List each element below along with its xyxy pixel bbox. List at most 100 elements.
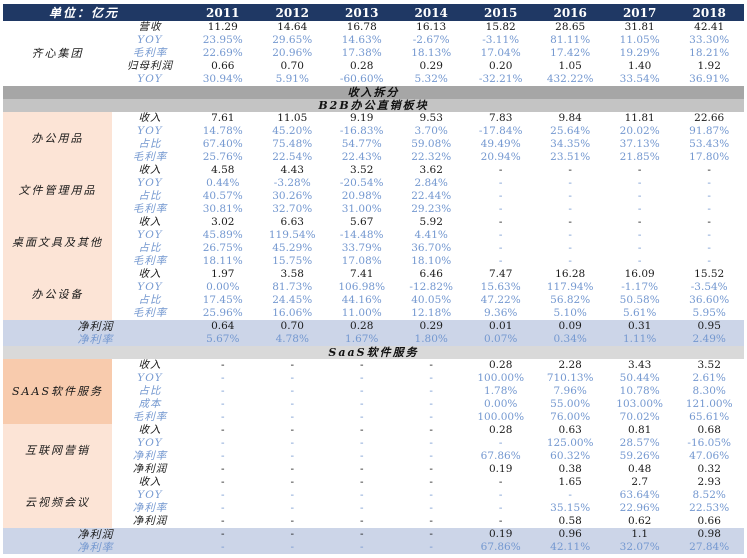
row-label: 毛利率 <box>132 47 168 59</box>
value-cell: 55.00% <box>550 398 591 410</box>
row-label: YOY <box>137 73 163 85</box>
value-cell: 17.38% <box>341 47 382 59</box>
value-cell: 5.61% <box>622 307 657 319</box>
row-label: 收入 <box>138 359 162 371</box>
value-cell: - <box>568 489 572 501</box>
value-cell: - <box>359 515 364 527</box>
value-cell: - <box>568 203 572 215</box>
value-cell: 33.79% <box>341 242 382 254</box>
value-cell: 22.96% <box>619 502 660 514</box>
value-cell: -1.17% <box>621 281 659 293</box>
value-cell: 53.43% <box>689 138 730 150</box>
value-cell: - <box>359 476 364 488</box>
unit-label: 单位：亿元 <box>49 6 120 20</box>
year-header: 2013 <box>345 5 379 20</box>
value-cell: - <box>290 515 295 527</box>
value-cell: 20.96% <box>272 47 313 59</box>
value-cell: 49.49% <box>480 138 521 150</box>
value-cell: 0.98 <box>697 528 721 540</box>
value-cell: 5.95% <box>692 307 726 319</box>
value-cell: 125.00% <box>546 437 594 449</box>
value-cell: - <box>707 216 711 228</box>
value-cell: - <box>220 398 225 410</box>
value-cell: - <box>220 541 225 553</box>
value-cell: 3.52 <box>697 359 721 371</box>
value-cell: - <box>220 359 225 371</box>
value-cell: -17.84% <box>478 125 523 137</box>
value-cell: 3.52 <box>350 164 374 176</box>
row-label: 毛利率 <box>132 255 168 267</box>
value-cell: 34.35% <box>550 138 591 150</box>
section-band-label: 收入拆分 <box>3 86 744 99</box>
year-header: 2016 <box>553 5 587 20</box>
row-label: 收入 <box>138 112 162 124</box>
group-label: 云视频会议 <box>3 476 112 528</box>
value-cell: - <box>220 528 225 540</box>
row-label: YOY <box>137 177 163 189</box>
value-cell: - <box>498 476 503 488</box>
value-cell: 70.02% <box>619 411 660 423</box>
row-label: YOY <box>137 125 163 137</box>
value-cell: - <box>637 242 642 254</box>
value-cell: 0.44% <box>206 177 240 189</box>
value-cell: - <box>359 528 364 540</box>
value-cell: 3.70% <box>414 125 448 137</box>
value-cell: 2.84% <box>414 177 448 189</box>
value-cell: - <box>498 229 503 241</box>
value-cell: 16.13 <box>416 21 447 33</box>
value-cell: 3.02 <box>211 216 235 228</box>
value-cell: 18.11% <box>202 255 243 267</box>
value-cell: -20.54% <box>339 177 384 189</box>
value-cell: 25.96% <box>202 307 243 319</box>
value-cell: 0.70 <box>280 60 304 72</box>
value-cell: - <box>359 502 364 514</box>
row-label: 净利率 <box>132 502 168 514</box>
value-cell: 47.22% <box>480 294 521 306</box>
row-label: 收入 <box>138 424 162 436</box>
value-cell: 31.81 <box>624 21 655 33</box>
value-cell: 0.34% <box>553 333 587 345</box>
row-label: 毛利率 <box>132 151 168 163</box>
value-cell: 42.41 <box>694 21 725 33</box>
row-label: 毛利率 <box>132 307 168 319</box>
value-cell: 1.92 <box>697 60 721 72</box>
value-cell: - <box>220 411 225 423</box>
value-cell: 103.00% <box>616 398 664 410</box>
value-cell: 33.30% <box>689 34 730 46</box>
value-cell: 40.57% <box>202 190 243 202</box>
value-cell: 42.11% <box>550 541 591 553</box>
row-label: 净利润 <box>132 463 168 475</box>
value-cell: 0.28 <box>489 359 513 371</box>
value-cell: -3.28% <box>273 177 311 189</box>
value-cell: 2.93 <box>697 476 721 488</box>
value-cell: 7.61 <box>211 112 235 124</box>
value-cell: 9.36% <box>484 307 518 319</box>
row-label: 收入 <box>138 268 162 280</box>
table-header: 单位：亿元 2011 2012 2013 2014 2015 2016 2017 2018 <box>3 4 744 21</box>
value-cell: - <box>220 437 225 449</box>
value-cell: 5.67 <box>350 216 374 228</box>
value-cell: 7.96% <box>553 385 587 397</box>
group-label: 互联网营销 <box>3 424 112 476</box>
value-cell: - <box>429 398 433 410</box>
value-cell: - <box>359 424 364 436</box>
value-cell: 47.06% <box>689 450 730 462</box>
value-cell: 15.63% <box>480 281 521 293</box>
value-cell: 0.00% <box>206 281 240 293</box>
value-cell: 9.84 <box>558 112 582 124</box>
value-cell: 16.09 <box>624 268 655 280</box>
value-cell: 5.92 <box>419 216 443 228</box>
value-cell: - <box>568 242 572 254</box>
value-cell: - <box>359 359 364 371</box>
value-cell: 67.86% <box>480 541 521 553</box>
value-cell: - <box>637 216 642 228</box>
group-label: 办公用品 <box>3 112 112 164</box>
value-cell: 9.53 <box>419 112 443 124</box>
value-cell: 28.57% <box>619 437 660 449</box>
value-cell: 0.28 <box>489 424 513 436</box>
value-cell: 16.78 <box>346 21 377 33</box>
value-cell: 0.09 <box>558 320 582 332</box>
row-label: YOY <box>137 34 163 46</box>
value-cell: 36.91% <box>689 73 730 85</box>
value-cell: - <box>290 385 295 397</box>
